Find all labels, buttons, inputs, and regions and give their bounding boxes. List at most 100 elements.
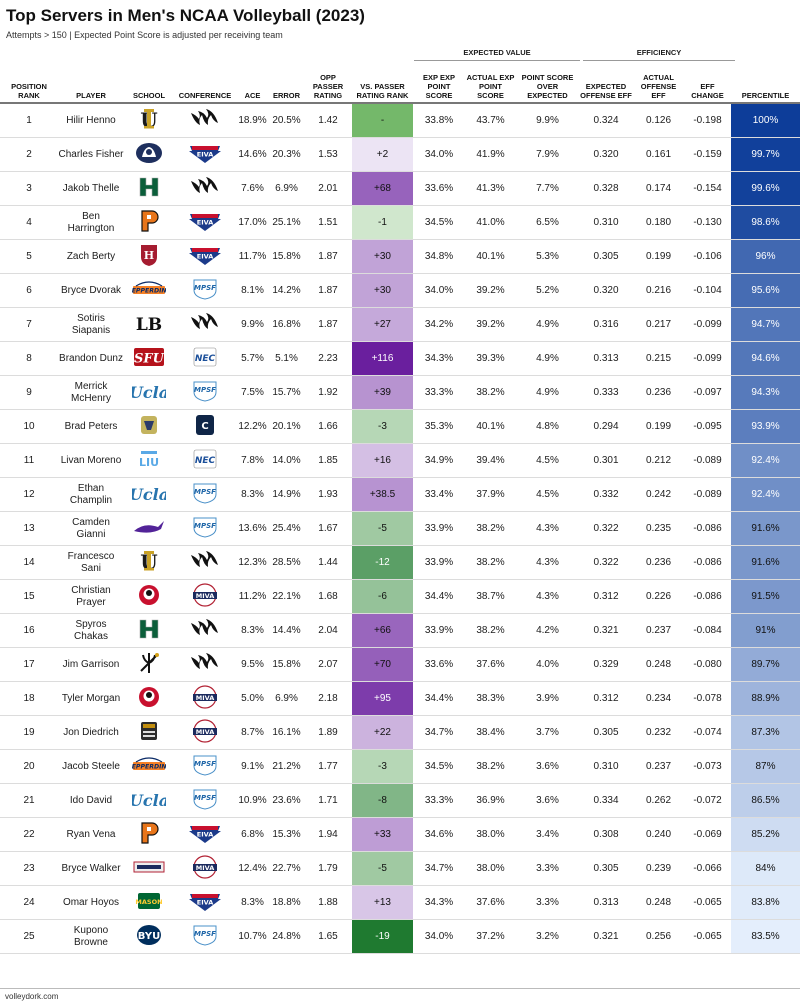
exp-exp-point-score-value: 33.4% (413, 477, 465, 512)
opp-passer-rating-value: 1.67 (304, 511, 352, 546)
eff-change-value: -0.104 (684, 273, 731, 308)
svg-text:Ucla: Ucla (132, 383, 166, 402)
expected-offense-eff-value: 0.332 (579, 477, 633, 512)
eff-change-value: -0.086 (684, 579, 731, 614)
expected-offense-eff-value: 0.328 (579, 171, 633, 206)
eff-change-value: -0.089 (684, 443, 731, 478)
actual-offense-eff-value: 0.126 (633, 103, 684, 138)
point-score-over-expected-value: 4.3% (516, 579, 579, 614)
eff-change-value: -0.069 (684, 817, 731, 852)
miva-logo: MIVA (188, 583, 222, 610)
table-row: 17 Jim Garrison 9.5% 15.8% 2.07 +70 33.6% 37.6%… (0, 647, 800, 682)
nec-logo: NEC (188, 345, 222, 372)
error-value: 24.8% (269, 919, 304, 954)
eff-change-value: -0.080 (684, 647, 731, 682)
bigwest-logo (188, 549, 222, 576)
ace-value: 5.7% (236, 341, 269, 376)
error-value: 20.3% (269, 137, 304, 172)
penn-state-logo (132, 141, 166, 168)
conference-logo: EIVA (174, 239, 236, 274)
conference-logo: MPSF (174, 511, 236, 546)
exp-exp-point-score-value: 33.6% (413, 171, 465, 206)
actual-offense-eff-value: 0.217 (633, 307, 684, 342)
byu-logo: BYU (132, 923, 166, 950)
railsplitter-logo (132, 413, 166, 440)
vs-passer-rank-value: +22 (352, 715, 413, 750)
point-score-over-expected-value: 4.9% (516, 307, 579, 342)
col-header-error: ERROR (269, 64, 304, 104)
eff-change-value: -0.095 (684, 409, 731, 444)
player-name: Ben Harrington (58, 205, 124, 240)
vs-passer-rank-value: +13 (352, 885, 413, 920)
ace-value: 8.3% (236, 477, 269, 512)
error-value: 6.9% (269, 171, 304, 206)
error-value: 15.3% (269, 817, 304, 852)
eff-change-value: -0.154 (684, 171, 731, 206)
mpsf-logo: MPSF (188, 923, 222, 950)
mpsf-logo: MPSF (188, 753, 222, 780)
actual-exp-point-score-value: 36.9% (465, 783, 516, 818)
error-value: 25.1% (269, 205, 304, 240)
expected-offense-eff-value: 0.312 (579, 579, 633, 614)
player-name: Merrick McHenry (58, 375, 124, 410)
lewis-flyer-logo (132, 583, 166, 610)
eff-change-value: -0.099 (684, 341, 731, 376)
actual-exp-point-score-value: 38.2% (465, 613, 516, 648)
conference-logo: MPSF (174, 783, 236, 818)
svg-text:MPSF: MPSF (194, 794, 216, 802)
player-name: Jakob Thelle (58, 171, 124, 206)
school-logo: U (124, 545, 174, 580)
vs-passer-rank-value: -12 (352, 545, 413, 580)
svg-text:LIU: LIU (139, 456, 159, 469)
actual-offense-eff-value: 0.248 (633, 647, 684, 682)
conference-logo: EIVA (174, 885, 236, 920)
point-score-over-expected-value: 3.3% (516, 885, 579, 920)
player-name: Jon Diedrich (58, 715, 124, 750)
vs-passer-rank-value: +16 (352, 443, 413, 478)
col-header-school: SCHOOL (124, 64, 174, 104)
opp-passer-rating-value: 2.23 (304, 341, 352, 376)
col-header-point-score-over-expected: POINT SCORE OVER EXPECTED (516, 64, 579, 104)
percentile-value: 95.6% (731, 273, 800, 308)
mpsf-logo: MPSF (188, 481, 222, 508)
position-rank: 21 (0, 783, 58, 818)
opp-passer-rating-value: 2.04 (304, 613, 352, 648)
exp-exp-point-score-value: 34.4% (413, 681, 465, 716)
actual-offense-eff-value: 0.226 (633, 579, 684, 614)
svg-text:PEPPERDINE: PEPPERDINE (132, 764, 166, 771)
actual-exp-point-score-value: 38.7% (465, 579, 516, 614)
actual-offense-eff-value: 0.262 (633, 783, 684, 818)
actual-exp-point-score-value: 38.2% (465, 545, 516, 580)
ace-value: 18.9% (236, 103, 269, 138)
point-score-over-expected-value: 5.2% (516, 273, 579, 308)
opp-passer-rating-value: 1.92 (304, 375, 352, 410)
actual-offense-eff-value: 0.212 (633, 443, 684, 478)
opp-passer-rating-value: 2.01 (304, 171, 352, 206)
eiva-logo: EIVA (188, 821, 222, 848)
mason-logo: MASON (132, 889, 166, 916)
vs-passer-rank-value: +95 (352, 681, 413, 716)
ace-value: 11.2% (236, 579, 269, 614)
table-row: 3 Jakob Thelle 7.6% 6.9% 2.01 +68 33.6% 41.3% 7.… (0, 171, 800, 206)
vs-passer-rank-value: +70 (352, 647, 413, 682)
position-rank: 6 (0, 273, 58, 308)
point-score-over-expected-value: 7.9% (516, 137, 579, 172)
table-row: 7 Sotiris Siapanis LB 9.9% 16.8% 1.87 +27 34.2%… (0, 307, 800, 342)
ace-value: 8.7% (236, 715, 269, 750)
opp-passer-rating-value: 1.65 (304, 919, 352, 954)
eff-change-value: -0.086 (684, 511, 731, 546)
player-name: Jim Garrison (58, 647, 124, 682)
percentile-value: 94.3% (731, 375, 800, 410)
school-logo (124, 613, 174, 648)
ucla-logo: Ucla (129, 481, 169, 508)
opp-passer-rating-value: 2.07 (304, 647, 352, 682)
opp-passer-rating-value: 1.94 (304, 817, 352, 852)
point-score-over-expected-value: 3.4% (516, 817, 579, 852)
position-rank: 3 (0, 171, 58, 206)
player-name: Ethan Champlin (58, 477, 124, 512)
opp-passer-rating-value: 1.87 (304, 307, 352, 342)
eiva-logo: EIVA (188, 243, 222, 270)
actual-exp-point-score-value: 37.6% (465, 885, 516, 920)
school-logo: Ucla (124, 375, 174, 410)
